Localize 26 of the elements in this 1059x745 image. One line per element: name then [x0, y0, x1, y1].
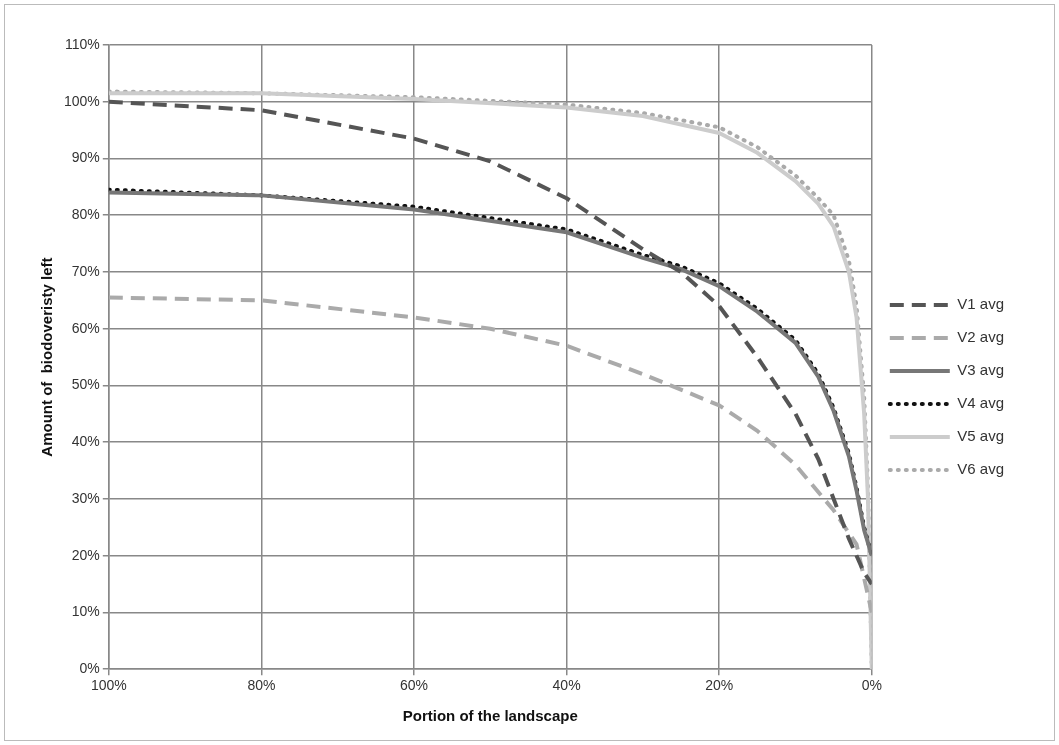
y-tick-label: 80% — [71, 206, 100, 223]
y-tick-label: 60% — [71, 319, 100, 336]
y-tick-label: 10% — [71, 603, 100, 620]
y-axis-title: Amount of biodoveristy left — [38, 257, 56, 457]
legend-label: V3 avg — [957, 361, 1004, 379]
legend-label: V6 avg — [957, 460, 1004, 478]
y-tick-label: 40% — [71, 433, 100, 450]
y-tick-label: 90% — [71, 149, 100, 166]
x-tick-label: 20% — [705, 677, 734, 694]
x-axis-title: Portion of the landscape — [402, 707, 578, 725]
legend-label: V2 avg — [957, 328, 1004, 346]
y-tick-label: 70% — [71, 262, 100, 279]
legend-label: V1 avg — [957, 295, 1004, 313]
legend-label: V5 avg — [957, 427, 1004, 445]
x-tick-label: 0% — [861, 677, 882, 694]
y-tick-label: 0% — [79, 660, 100, 677]
y-tick-label: 50% — [71, 376, 100, 393]
y-tick-label: 110% — [65, 35, 100, 52]
y-tick-label: 100% — [63, 92, 100, 109]
y-tick-label: 30% — [71, 489, 100, 506]
x-tick-label: 100% — [90, 677, 127, 694]
x-tick-label: 40% — [552, 677, 581, 694]
y-tick-label: 20% — [71, 546, 100, 563]
x-tick-label: 80% — [247, 677, 276, 694]
x-tick-label: 60% — [399, 677, 429, 694]
legend-label: V4 avg — [957, 394, 1004, 412]
